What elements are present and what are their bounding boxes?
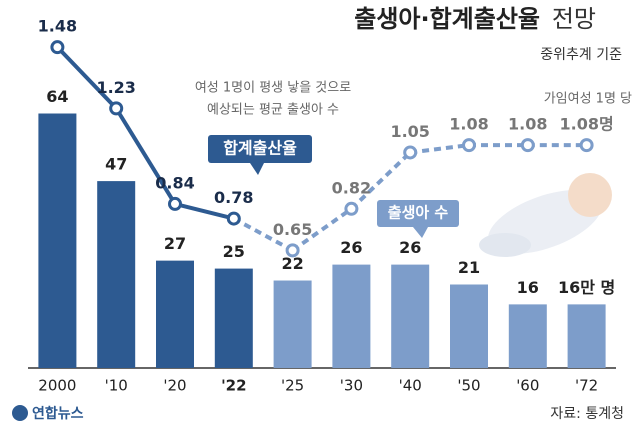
x-tick-label: 2000 bbox=[38, 377, 76, 395]
x-tick-label: '30 bbox=[340, 377, 363, 395]
bar bbox=[97, 181, 136, 368]
line-label: 0.82 bbox=[332, 178, 371, 197]
line-marker bbox=[579, 138, 594, 153]
annotation: 가임여성 1명 당 bbox=[544, 92, 632, 107]
chart-title-suffix: 전망 bbox=[552, 5, 596, 33]
x-tick-label: '60 bbox=[516, 377, 539, 395]
bar bbox=[508, 304, 547, 368]
subtitle: 중위추계 기준 bbox=[540, 47, 622, 63]
bar-label: 26 bbox=[340, 238, 362, 257]
legend-label: 합계출산율 bbox=[223, 139, 297, 158]
line-marker bbox=[168, 196, 182, 211]
line-label: 0.84 bbox=[155, 173, 194, 192]
annotation: 여성 1명이 평생 낳을 것으로 bbox=[195, 81, 351, 96]
bar-label: 16만 명 bbox=[558, 278, 615, 297]
callout: 합계출산율 bbox=[208, 135, 312, 175]
bar-label: 16 bbox=[517, 278, 539, 297]
bar-label: 47 bbox=[105, 155, 127, 174]
line-segment bbox=[174, 201, 235, 221]
x-tick-label: '40 bbox=[399, 377, 422, 395]
annotation: 예상되는 평균 출생아 수 bbox=[207, 103, 339, 118]
logo-text: 연합뉴스 bbox=[32, 405, 84, 422]
line-label: 1.48 bbox=[38, 17, 77, 36]
bar-label: 64 bbox=[46, 87, 68, 106]
line-label: 1.08 bbox=[449, 115, 488, 134]
line-marker bbox=[109, 101, 124, 116]
line-segment bbox=[350, 151, 412, 211]
bar bbox=[391, 264, 430, 368]
bar-label: 25 bbox=[223, 242, 245, 261]
legend-label: 출생아 수 bbox=[388, 204, 449, 222]
line-label: 1.23 bbox=[96, 78, 135, 97]
line-segment bbox=[409, 143, 470, 155]
line-segment bbox=[55, 45, 118, 110]
x-tick-label: '50 bbox=[457, 377, 480, 395]
line-marker bbox=[462, 138, 476, 153]
line-segment bbox=[114, 107, 177, 205]
bar bbox=[273, 280, 312, 368]
line-marker bbox=[285, 243, 300, 258]
bar-label: 21 bbox=[458, 258, 480, 277]
line-marker bbox=[226, 211, 241, 226]
line-marker bbox=[520, 138, 535, 153]
chart-title: 출생아·합계출산율 bbox=[354, 5, 540, 33]
bar-label: 26 bbox=[399, 238, 421, 257]
x-tick-label: '22 bbox=[221, 377, 246, 395]
callout: 출생아 수 bbox=[377, 200, 459, 238]
bar bbox=[156, 260, 194, 368]
source: 자료: 통계청 bbox=[550, 406, 624, 422]
bar bbox=[38, 113, 77, 368]
x-tick-label: '25 bbox=[281, 377, 304, 395]
illustration bbox=[479, 173, 612, 257]
x-tick-label: '10 bbox=[105, 377, 128, 395]
bar bbox=[567, 304, 606, 368]
bar bbox=[332, 264, 371, 368]
line-label: 1.08 bbox=[508, 115, 547, 134]
line-marker bbox=[344, 201, 359, 216]
bar-label: 27 bbox=[164, 234, 186, 253]
x-tick-label: '72 bbox=[575, 377, 598, 395]
line-segment bbox=[291, 207, 353, 253]
bar bbox=[450, 284, 488, 368]
line-marker bbox=[50, 40, 65, 55]
logo: 연합뉴스 bbox=[12, 405, 84, 422]
line-label: 1.08명 bbox=[559, 115, 613, 134]
line-label: 0.78 bbox=[214, 188, 253, 207]
line-marker bbox=[403, 145, 418, 160]
x-tick-label: '20 bbox=[163, 377, 186, 395]
bar bbox=[214, 268, 253, 368]
line-label: 0.65 bbox=[273, 220, 312, 239]
line-label: 1.05 bbox=[390, 122, 429, 141]
bar-label: 22 bbox=[281, 254, 303, 273]
